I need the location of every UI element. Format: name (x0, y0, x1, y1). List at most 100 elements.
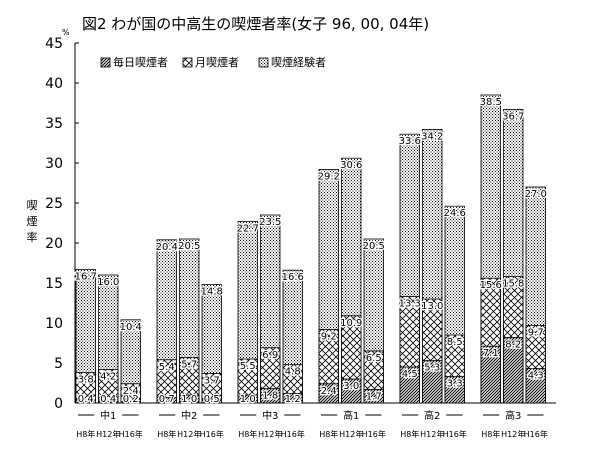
chart-title: 図2 わが国の中高生の喫煙者率(女子 96, 00, 04年) (82, 15, 429, 33)
legend-label: 喫煙経験者 (271, 55, 326, 69)
x-year-label: H8年 (400, 429, 419, 439)
data-label: 7.1 (483, 348, 499, 359)
data-label: 24.6 (444, 208, 466, 219)
data-label: 16.0 (97, 277, 119, 288)
data-label: 3.3 (447, 379, 463, 390)
bar-daily-smoker (341, 378, 362, 404)
data-label: 3.8 (78, 375, 94, 386)
legend-label: 毎日喫煙者 (113, 56, 168, 69)
data-label: 10.9 (340, 318, 362, 329)
bar-daily-smoker (444, 376, 465, 404)
x-year-label: H12年 (339, 429, 363, 439)
data-label: 15.8 (502, 279, 524, 290)
bar-daily-smoker (480, 345, 501, 404)
bar-daily-smoker (75, 399, 96, 404)
data-label: 33.6 (399, 136, 421, 147)
x-year-label: H8年 (238, 429, 257, 439)
data-label: 6.9 (262, 350, 278, 361)
y-tick-label: 15 (45, 276, 63, 292)
x-year-label: H8年 (157, 429, 176, 439)
x-year-label: H16年 (443, 429, 467, 439)
data-label: 13.3 (399, 299, 421, 310)
data-label: 4.5 (402, 369, 418, 380)
data-label: 1.0 (240, 394, 256, 405)
y-axis-title-char: 喫 (27, 199, 38, 212)
data-label: 5.5 (240, 361, 256, 372)
x-year-label: H12年 (501, 429, 525, 439)
data-label: 27.0 (525, 189, 547, 200)
x-year-label: H16年 (362, 429, 386, 439)
data-label: 8.5 (447, 337, 463, 348)
y-tick-label: 5 (54, 356, 63, 372)
bar-daily-smoker (98, 399, 119, 404)
y-axis-title-char: 率 (27, 230, 38, 244)
data-label: 10.4 (120, 322, 142, 333)
data-label: 1.8 (262, 391, 278, 402)
data-label: 5.3 (424, 363, 440, 374)
data-label: 1.2 (285, 394, 301, 405)
data-label: 4.2 (100, 371, 116, 382)
bar-daily-smoker (282, 392, 303, 404)
bar-daily-smoker (503, 336, 524, 404)
x-group-label: 高3 (505, 409, 521, 422)
data-label: 0.5 (204, 394, 220, 405)
x-year-label: H12年 (177, 429, 201, 439)
x-year-label: H12年 (420, 429, 444, 439)
x-year-label: H8年 (319, 429, 338, 439)
legend-swatch (258, 57, 269, 68)
legend-label: 月喫煙者 (195, 56, 239, 69)
x-year-label: H8年 (481, 429, 500, 439)
x-year-label: H16年 (119, 429, 143, 439)
data-label: 20.5 (363, 241, 385, 252)
y-tick-label: 35 (45, 116, 63, 132)
data-label: 2.4 (123, 386, 139, 397)
legend-swatch (182, 57, 193, 68)
y-axis-title-char: 煙 (27, 215, 38, 228)
y-tick-label: 45 (45, 36, 63, 52)
x-year-label: H16年 (281, 429, 305, 439)
bar-daily-smoker (318, 383, 339, 404)
bar-daily-smoker (525, 368, 546, 404)
data-label: 1.0 (181, 394, 197, 405)
data-label: 30.6 (340, 160, 362, 171)
data-label: 22.7 (237, 223, 259, 234)
data-label: 3.7 (204, 375, 220, 386)
y-tick-label: 20 (45, 236, 63, 252)
data-label: 5.4 (159, 362, 175, 373)
bar-daily-smoker (422, 360, 443, 404)
x-group-label: 中3 (262, 409, 278, 422)
y-tick-label: 30 (45, 156, 63, 172)
x-year-label: H8年 (76, 429, 95, 439)
data-label: 38.5 (480, 97, 502, 108)
y-unit-label: % (62, 28, 70, 37)
y-tick-label: 0 (54, 396, 63, 412)
data-label: 2.4 (321, 386, 337, 397)
x-year-label: H16年 (524, 429, 548, 439)
data-label: 6.5 (366, 353, 382, 364)
data-label: 4.8 (285, 367, 301, 378)
data-label: 0.4 (78, 394, 94, 405)
data-label: 4.3 (528, 371, 544, 382)
data-label: 9.7 (528, 327, 544, 338)
legend-swatch (100, 57, 111, 68)
bar-daily-smoker (237, 394, 258, 404)
data-label: 23.5 (259, 217, 281, 228)
data-label: 20.4 (156, 242, 178, 253)
data-label: 36.7 (502, 111, 524, 122)
data-label: 1.7 (366, 391, 382, 402)
bar-daily-smoker (399, 366, 420, 404)
data-label: 9.2 (321, 331, 337, 342)
y-tick-label: 25 (45, 196, 63, 212)
x-group-label: 中1 (100, 409, 116, 422)
data-label: 15.6 (480, 280, 502, 291)
bar-daily-smoker (156, 396, 177, 404)
x-group-label: 高1 (343, 409, 359, 422)
bar-daily-smoker (363, 388, 384, 404)
data-label: 14.8 (201, 287, 223, 298)
data-label: 5.7 (181, 359, 197, 370)
data-label: 0.7 (159, 394, 175, 405)
x-year-label: H12年 (258, 429, 282, 439)
x-group-label: 中2 (181, 409, 197, 422)
x-year-label: H16年 (200, 429, 224, 439)
